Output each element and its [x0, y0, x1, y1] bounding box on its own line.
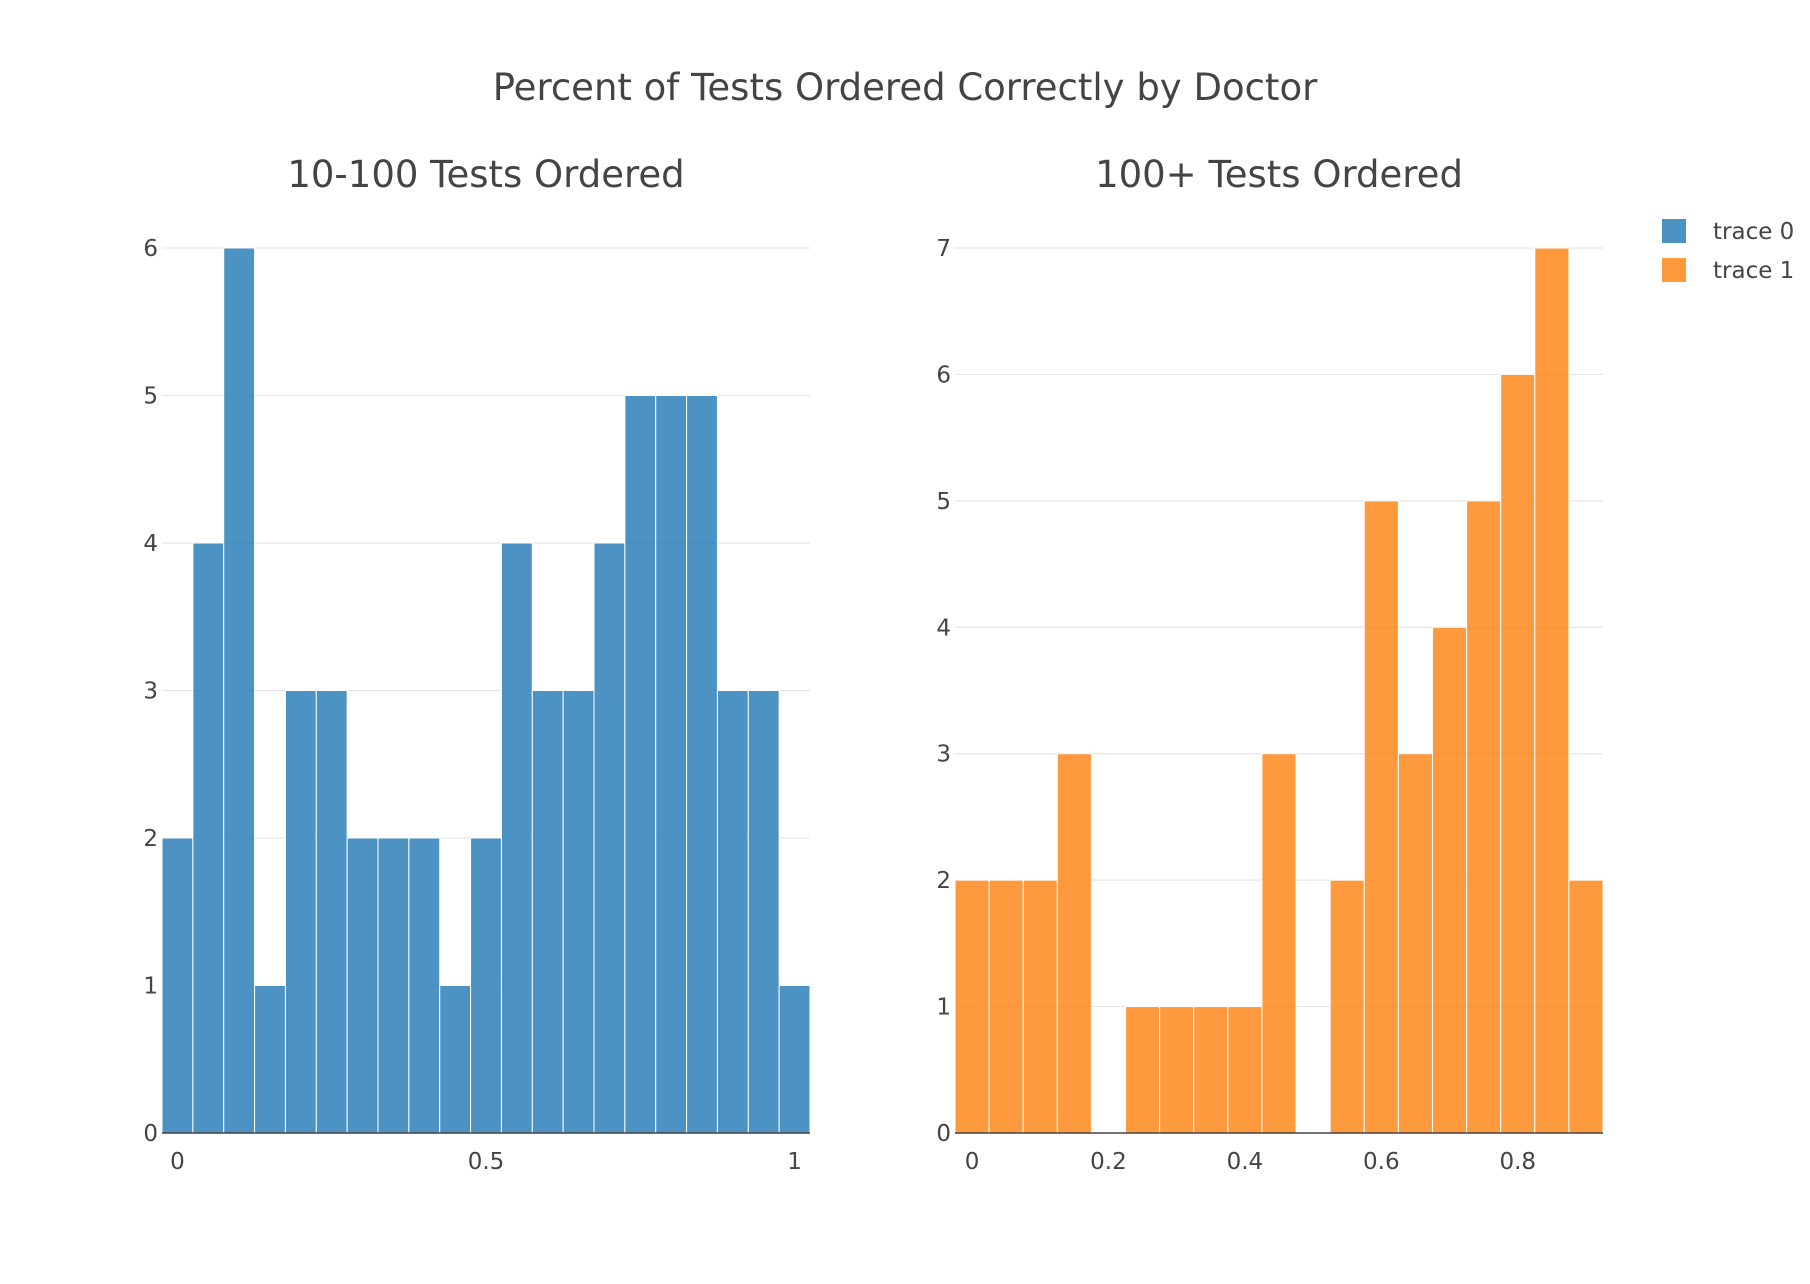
- histogram-bar: [254, 985, 286, 1134]
- histogram-bar: [377, 837, 410, 1134]
- y-tick-label: 3: [143, 679, 158, 705]
- x-tick-label: 0.6: [1363, 1149, 1400, 1175]
- y-tick-label: 5: [143, 384, 158, 410]
- histogram-bar: [346, 837, 379, 1134]
- legend-label: trace 1: [1713, 258, 1794, 284]
- histogram-bar: [1466, 500, 1502, 1134]
- legend-swatch: [1662, 258, 1686, 282]
- y-tick-label: 6: [936, 362, 951, 388]
- y-tick-label: 4: [143, 531, 158, 557]
- x-tick-label: 0.2: [1090, 1149, 1127, 1175]
- histogram-bar: [284, 690, 317, 1134]
- x-tick-label: 0: [965, 1149, 980, 1175]
- histogram-bar: [1397, 753, 1433, 1134]
- legend-swatch: [1662, 219, 1686, 243]
- legend-label: trace 0: [1713, 219, 1794, 245]
- histogram-bar: [470, 837, 502, 1134]
- histogram-bar: [624, 395, 657, 1134]
- x-tick-label: 0.8: [1499, 1149, 1536, 1175]
- x-tick-label: 0.4: [1227, 1149, 1264, 1175]
- subplot-1: 10-100 Tests Ordered 0 1 2 3 4 5 6 0 0.5 1: [143, 153, 811, 1175]
- y-tick-label: 0: [143, 1121, 158, 1147]
- histogram-bar: [1534, 247, 1570, 1134]
- legend[interactable]: trace 0 trace 1: [1662, 219, 1794, 284]
- histogram-bar: [716, 690, 749, 1134]
- histogram-bar: [1022, 879, 1058, 1134]
- y-tick-label: 1: [143, 974, 158, 1000]
- histogram-bar: [315, 690, 348, 1134]
- histogram-bar: [778, 985, 811, 1134]
- y-tick-label: 2: [143, 826, 158, 852]
- histogram-bar: [954, 879, 990, 1134]
- histogram-bar: [1056, 753, 1092, 1134]
- histogram-bar: [593, 542, 626, 1134]
- y-tick-label: 2: [936, 868, 951, 894]
- subplot-2: 100+ Tests Ordered 0 1 2 3 4 5 6 7 0 0.2 0.4 0.6 0.8: [936, 153, 1604, 1175]
- histogram-bar: [1363, 500, 1399, 1134]
- y-tick-label: 0: [936, 1121, 951, 1147]
- histogram-bar: [1329, 879, 1365, 1134]
- x-tick-label: 0.5: [468, 1149, 505, 1175]
- y-tick-label: 4: [936, 615, 951, 641]
- histogram-bar: [747, 690, 780, 1134]
- histogram-bar: [988, 879, 1024, 1134]
- x-tick-label: 1: [787, 1149, 802, 1175]
- histogram-bar: [655, 395, 688, 1134]
- histogram-bar: [161, 837, 194, 1134]
- histogram-bar: [408, 837, 441, 1134]
- histogram-bar: [1431, 626, 1468, 1134]
- histogram-bar: [531, 690, 564, 1134]
- histogram-bar: [562, 690, 595, 1134]
- y-tick-label: 1: [936, 995, 951, 1021]
- histogram-bar: [223, 247, 256, 1134]
- histogram-bar: [1227, 1006, 1263, 1134]
- y-tick-label: 5: [936, 489, 951, 515]
- subplot-title: 100+ Tests Ordered: [1095, 153, 1463, 196]
- histogram-bar: [1125, 1006, 1161, 1134]
- legend-item[interactable]: trace 0: [1662, 219, 1794, 245]
- histogram-bar: [192, 542, 225, 1134]
- histogram-bar: [500, 542, 533, 1134]
- x-tick-label: 0: [170, 1149, 185, 1175]
- histogram-bar: [1193, 1006, 1229, 1134]
- y-tick-label: 6: [143, 236, 158, 262]
- histogram-bar: [1568, 879, 1604, 1134]
- histogram-bar: [1261, 753, 1297, 1134]
- histogram-bar: [686, 395, 718, 1134]
- subplot-title: 10-100 Tests Ordered: [287, 153, 684, 196]
- histogram-bar: [1500, 373, 1536, 1134]
- legend-item[interactable]: trace 1: [1662, 258, 1794, 284]
- histogram-bar: [1159, 1006, 1195, 1134]
- y-tick-label: 3: [936, 742, 951, 768]
- histogram-bar: [439, 985, 472, 1134]
- y-tick-label: 7: [936, 236, 951, 262]
- chart-title: Percent of Tests Ordered Correctly by Do…: [493, 66, 1318, 109]
